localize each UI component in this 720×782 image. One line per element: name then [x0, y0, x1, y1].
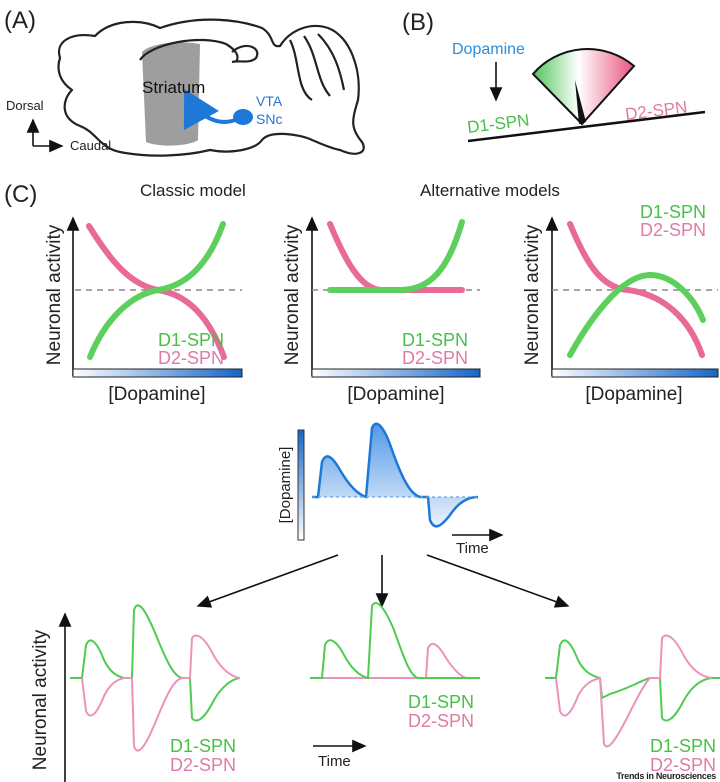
dopamine-gradient-bar	[72, 368, 243, 378]
d1-legend: D1-SPN	[640, 202, 706, 222]
d1-label: D1-SPN	[466, 111, 530, 137]
alternative-models-title: Alternative models	[420, 181, 560, 200]
brain-illustration	[57, 18, 365, 157]
vta-snc-nucleus	[233, 109, 253, 125]
d2-curve	[567, 221, 705, 358]
dopamine-colorbar	[297, 429, 305, 541]
d1-legend: D1-SPN	[650, 736, 716, 756]
d2-legend: D2-SPN	[640, 220, 706, 240]
d2-legend: D2-SPN	[650, 755, 716, 775]
alternative-model-1-plot: D1-SPN D2-SPN Neuronal activity [Dopamin…	[282, 216, 481, 405]
classic-response-trace: Neuronal activity D1-SPN D2-SPN	[30, 604, 241, 782]
seesaw-beam	[467, 110, 706, 143]
x-axis-label: [Dopamine]	[108, 384, 205, 405]
y-axis-label: Neuronal activity	[30, 629, 51, 770]
y-axis-label: Neuronal activity	[522, 224, 543, 365]
classic-model-title: Classic model	[140, 181, 246, 200]
d1-trace	[70, 604, 241, 722]
dopamine-gradient-bar	[551, 368, 719, 378]
panel-label-c: (C)	[4, 181, 37, 208]
classic-model-plot: D1-SPN D2-SPN Neuronal activity [Dopamin…	[44, 216, 243, 405]
striatum-label: Striatum	[142, 78, 205, 97]
dopamine-label: Dopamine	[452, 41, 525, 58]
y-axis-label: Neuronal activity	[44, 224, 65, 365]
x-axis-label: [Dopamine]	[585, 384, 682, 405]
balance-gauge	[531, 48, 636, 126]
d1-legend: D1-SPN	[408, 692, 474, 712]
vta-label: VTA	[256, 93, 283, 109]
d2-legend: D2-SPN	[408, 711, 474, 731]
panel-label-a: (A)	[4, 7, 36, 34]
d2-legend: D2-SPN	[170, 755, 236, 775]
y-axis-label: Neuronal activity	[282, 224, 303, 365]
panel-label-b: (B)	[402, 9, 434, 36]
d2-label: D2-SPN	[624, 98, 688, 124]
alternative-model-2-plot: D1-SPN D2-SPN Neuronal activity [Dopamin…	[522, 202, 719, 405]
d2-curve	[327, 221, 465, 293]
dorsal-label: Dorsal	[6, 98, 44, 113]
d2-trace	[418, 642, 467, 679]
time-label: Time	[456, 540, 489, 557]
d1-curve	[87, 221, 226, 360]
dopamine-axis-label: [Dopamine]	[277, 447, 294, 524]
d2-legend: D2-SPN	[402, 348, 468, 368]
caudal-label: Caudal	[70, 138, 111, 153]
d1-trace	[310, 602, 480, 680]
d1-curve	[327, 219, 465, 293]
dopamine-trace-line	[312, 422, 479, 528]
alt-2-response-trace: D1-SPN D2-SPN	[545, 634, 720, 775]
time-label: Time	[318, 753, 351, 770]
gauge-needle	[575, 80, 586, 124]
dopamine-gradient-bar	[311, 368, 481, 378]
x-axis-label: [Dopamine]	[347, 384, 444, 405]
d1-legend: D1-SPN	[170, 736, 236, 756]
d1-trace	[545, 639, 720, 722]
d2-trace	[81, 634, 241, 752]
d2-trace	[555, 634, 713, 748]
journal-credit: Trends in Neurosciences	[616, 771, 716, 781]
arrow-to-classic	[196, 554, 339, 608]
alt-1-response-trace: D1-SPN D2-SPN Time	[310, 602, 480, 770]
arrow-to-alt-2	[426, 554, 570, 608]
d1-legend: D1-SPN	[402, 330, 468, 350]
snc-label: SNc	[256, 111, 282, 127]
d2-legend: D2-SPN	[158, 348, 224, 368]
d1-curve	[567, 271, 706, 358]
d1-legend: D1-SPN	[158, 330, 224, 350]
dopamine-time-trace: [Dopamine] Time	[277, 422, 504, 557]
